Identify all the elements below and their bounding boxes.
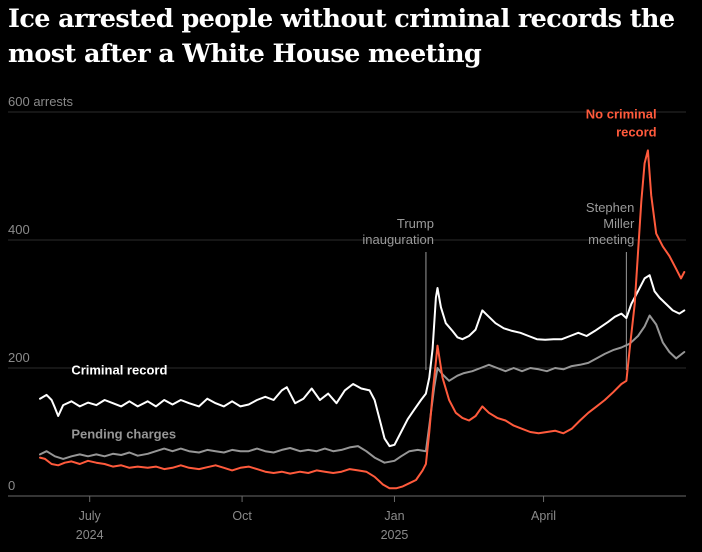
y-tick-value: 600	[8, 94, 30, 109]
annotation-label: meeting	[588, 232, 634, 247]
x-axis: July 2024 Oct Jan 2025 April	[8, 495, 686, 542]
y-axis-labels: 600 arrests 400 200 0	[8, 94, 74, 493]
series-label: Pending charges	[71, 426, 176, 441]
gridlines	[8, 111, 686, 369]
x-tick-label: April	[531, 509, 556, 523]
x-tick-year: 2025	[381, 528, 409, 542]
annotation-label: Stephen	[586, 200, 634, 215]
x-tick-label: Oct	[232, 509, 252, 523]
y-tick-label: 600 arrests	[8, 94, 74, 109]
chart-title: Ice arrested people without criminal rec…	[8, 4, 675, 69]
series-line	[39, 149, 686, 490]
y-tick-value: 200	[8, 350, 30, 365]
y-tick-label: 0	[8, 478, 15, 493]
series-labels: Criminal record Pending charges No crimina…	[71, 106, 656, 441]
annotation-label: Trump	[397, 216, 434, 231]
series-lines	[39, 149, 686, 490]
annotation-label: Miller	[603, 216, 635, 231]
y-tick-value: 0	[8, 478, 15, 493]
x-tick-label: July	[79, 509, 102, 523]
y-tick-label: 400	[8, 222, 30, 237]
y-unit-label: arrests	[30, 94, 74, 109]
series-label: Criminal record	[71, 362, 167, 377]
x-tick-year: 2024	[76, 528, 104, 542]
series-line	[39, 314, 686, 464]
y-tick-label: 200	[8, 350, 30, 365]
x-tick-label: Jan	[384, 509, 404, 523]
series-label: record	[616, 124, 657, 139]
annotation-label: inauguration	[362, 232, 434, 247]
series-label: No criminal	[586, 106, 657, 121]
y-tick-value: 400	[8, 222, 30, 237]
series-line	[39, 274, 686, 448]
